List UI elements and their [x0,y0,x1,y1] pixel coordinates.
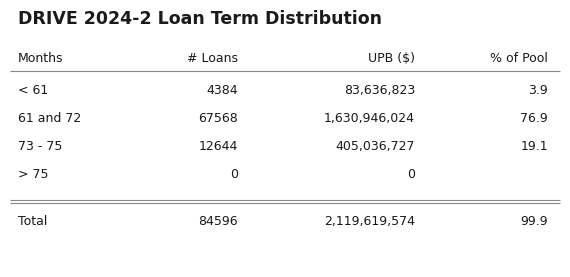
Text: UPB ($): UPB ($) [368,52,415,65]
Text: 84596: 84596 [198,215,238,228]
Text: > 75: > 75 [18,168,48,181]
Text: 73 - 75: 73 - 75 [18,140,62,153]
Text: 405,036,727: 405,036,727 [336,140,415,153]
Text: 12644: 12644 [198,140,238,153]
Text: 3.9: 3.9 [528,84,548,97]
Text: Months: Months [18,52,63,65]
Text: 61 and 72: 61 and 72 [18,112,82,125]
Text: 19.1: 19.1 [520,140,548,153]
Text: % of Pool: % of Pool [490,52,548,65]
Text: 1,630,946,024: 1,630,946,024 [324,112,415,125]
Text: 2,119,619,574: 2,119,619,574 [324,215,415,228]
Text: 67568: 67568 [198,112,238,125]
Text: 0: 0 [407,168,415,181]
Text: # Loans: # Loans [187,52,238,65]
Text: Total: Total [18,215,47,228]
Text: 76.9: 76.9 [520,112,548,125]
Text: 99.9: 99.9 [520,215,548,228]
Text: 83,636,823: 83,636,823 [344,84,415,97]
Text: 0: 0 [230,168,238,181]
Text: DRIVE 2024-2 Loan Term Distribution: DRIVE 2024-2 Loan Term Distribution [18,10,382,28]
Text: < 61: < 61 [18,84,48,97]
Text: 4384: 4384 [206,84,238,97]
